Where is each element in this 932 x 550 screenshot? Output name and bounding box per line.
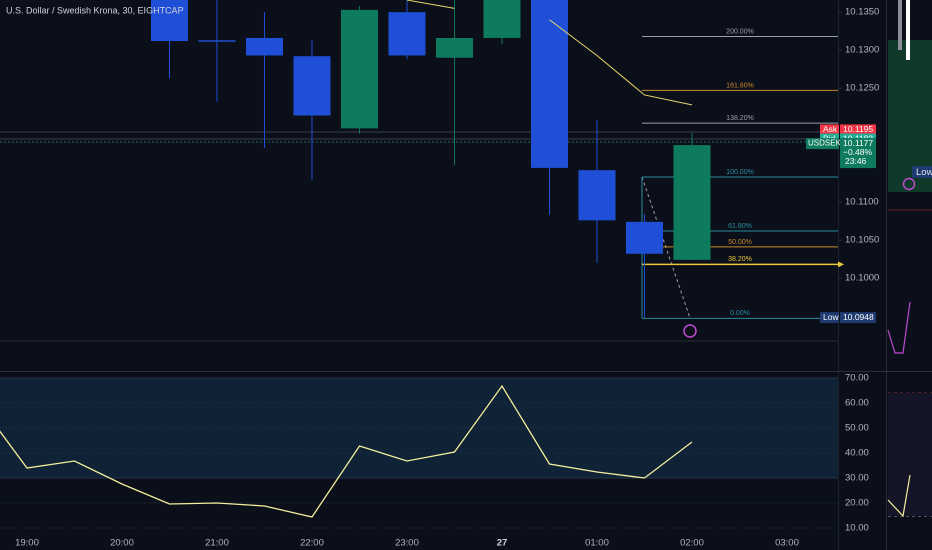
candle-body	[435, 37, 473, 58]
x-tick-label: 01:00	[585, 538, 609, 549]
candle-body	[340, 9, 378, 129]
x-tick-label: 19:00	[15, 538, 39, 549]
last-price-bg	[840, 138, 876, 169]
candle-body	[150, 0, 188, 42]
x-tick-label: 27	[497, 538, 508, 549]
x-tick-label: 22:00	[300, 538, 324, 549]
fib-trend-line	[641, 176, 691, 319]
fib-label: 61.80%	[728, 223, 752, 230]
candle-body	[245, 37, 283, 56]
x-tick-label: 21:00	[205, 538, 229, 549]
y-tick-label: 10.1000	[845, 273, 879, 284]
last-price-name-bg	[806, 138, 839, 150]
price-tag-name-bg	[820, 124, 839, 136]
y-tick-label: 10.1300	[845, 45, 879, 56]
rsi-band	[0, 378, 838, 478]
candle-body	[578, 170, 616, 221]
last-price-change: −0.48%	[843, 147, 873, 157]
side-line	[887, 301, 911, 354]
alert-icon[interactable]	[683, 324, 697, 338]
last-price-name: USDSEK	[808, 139, 842, 148]
y-tick-label: 10.1100	[845, 197, 879, 208]
fib-arrow	[838, 261, 844, 268]
last-price-value: 10.1177	[843, 138, 873, 148]
candle-body	[530, 0, 568, 168]
side-candle	[898, 0, 902, 50]
y-tick-label: 70.00	[845, 373, 869, 384]
ma-line	[406, 0, 455, 9]
candle-body	[625, 221, 663, 254]
y-tick-label: 10.1250	[845, 83, 879, 94]
price-tag-bg	[840, 124, 876, 136]
ma-line	[549, 19, 693, 106]
price-tag-name: Low	[823, 312, 839, 322]
price-tag-value: 10.0948	[843, 312, 874, 322]
side-rsi-band	[888, 393, 932, 516]
candle-body	[673, 145, 711, 260]
fib-label: 0.00%	[730, 310, 750, 317]
y-tick-label: 20.00	[845, 498, 869, 509]
side-tag-label: Low	[916, 167, 932, 178]
x-tick-label: 02:00	[680, 538, 704, 549]
y-tick-label: 10.1050	[845, 235, 879, 246]
chart-title: U.S. Dollar / Swedish Krona, 30, EIGHTCA…	[6, 5, 184, 15]
price-tag-bg	[840, 312, 876, 324]
x-tick-label: 20:00	[110, 538, 134, 549]
last-price-countdown: 23:46	[845, 156, 867, 166]
y-tick-label: 60.00	[845, 398, 869, 409]
fib-label: 138.20%	[726, 115, 754, 122]
candle-body	[293, 56, 331, 116]
x-tick-label: 23:00	[395, 538, 419, 549]
fib-label: 200.00%	[726, 28, 754, 35]
main-pane	[150, 0, 838, 319]
candle-body	[388, 12, 426, 56]
side-tag	[912, 166, 932, 178]
y-tick-label: 50.00	[845, 423, 869, 434]
y-tick-label: 10.1350	[845, 7, 879, 18]
price-tag-value: 10.1195	[843, 124, 873, 134]
side-candle	[906, 0, 910, 60]
y-tick-label: 30.00	[845, 473, 869, 484]
candle-body	[483, 0, 521, 38]
fib-label: 100.00%	[726, 169, 754, 176]
alert-icon[interactable]	[902, 177, 916, 191]
price-tag-name: Ask	[823, 124, 838, 134]
rsi-line	[0, 384, 693, 518]
side-line	[887, 474, 911, 518]
fib-label: 50.00%	[728, 239, 752, 246]
fib-label: 38.20%	[728, 256, 752, 263]
price-tag-name-bg	[820, 312, 839, 324]
y-tick-label: 40.00	[845, 448, 869, 459]
candle-body	[198, 40, 236, 42]
fib-label: 161.80%	[726, 82, 754, 89]
rsi-pane	[0, 377, 838, 529]
x-tick-label: 03:00	[775, 538, 799, 549]
y-tick-label: 10.00	[845, 523, 869, 534]
